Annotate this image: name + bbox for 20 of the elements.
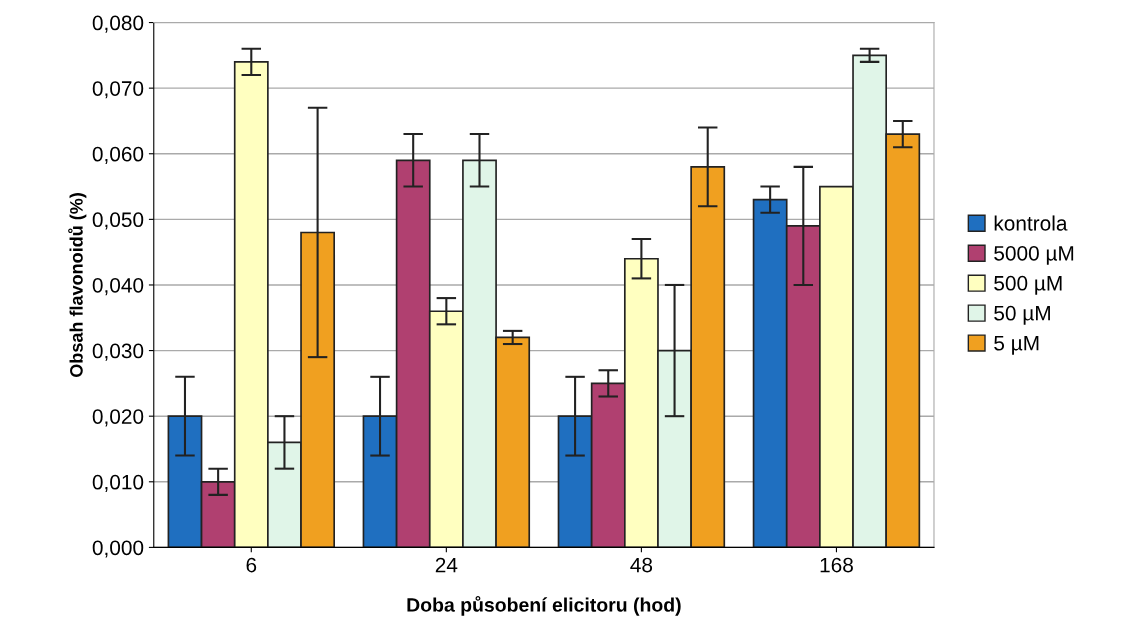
y-tick-label: 0,010 [92, 474, 144, 493]
legend-label: 500 µM [994, 275, 1062, 295]
x-tick-label: 6 [246, 557, 257, 573]
y-tick-label: 0,070 [92, 81, 144, 99]
legend-label: 50 µM [994, 305, 1050, 325]
y-tick-label: 0,000 [92, 540, 144, 558]
y-tick-label: 0,050 [92, 212, 144, 230]
legend-label: kontrola [994, 215, 1068, 231]
x-axis-title: Doba působení elicitoru (hod) [407, 595, 681, 616]
y-tick-label: 0,030 [92, 343, 144, 361]
x-tick-label: 24 [435, 557, 458, 573]
legend-label: 5000 µM [994, 245, 1074, 265]
legend-label: 5 µM [994, 335, 1039, 355]
x-tick-label: 48 [630, 557, 653, 573]
y-axis-title: Obsah flavonoidů (%) [68, 193, 87, 378]
y-tick-label: 0,060 [92, 146, 144, 164]
y-tick-label: 0,020 [92, 409, 144, 427]
x-tick-label: 168 [820, 557, 853, 573]
y-tick-label: 0,080 [92, 15, 144, 33]
y-tick-label: 0,040 [92, 277, 144, 296]
